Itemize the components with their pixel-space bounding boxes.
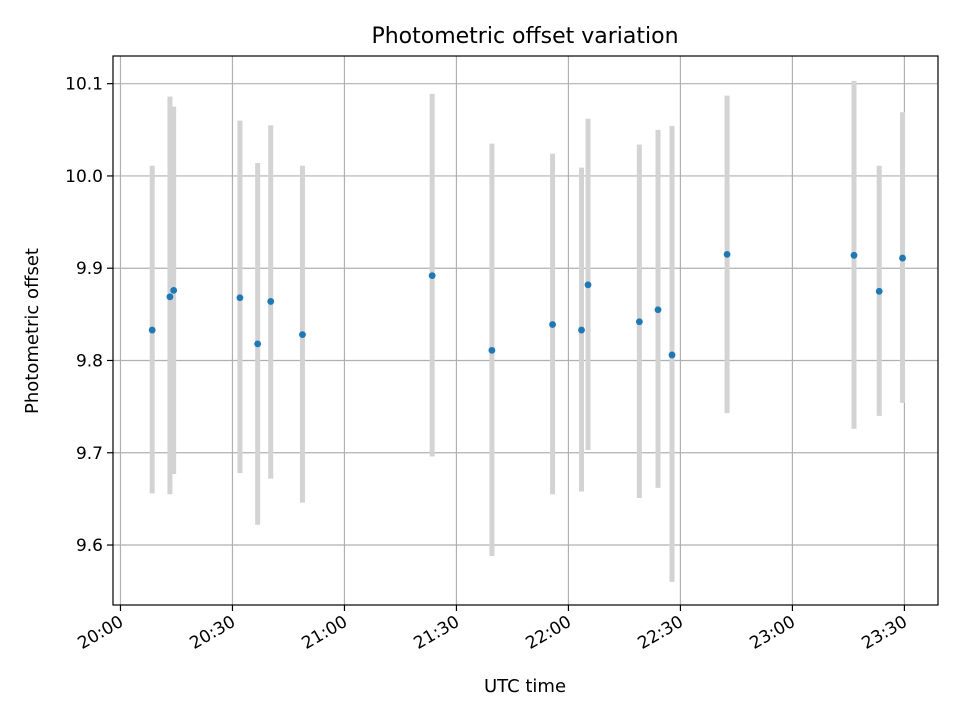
data-point [488, 346, 496, 354]
data-point [299, 331, 306, 339]
data-point [635, 318, 643, 326]
data-point [267, 298, 275, 305]
data-point [170, 286, 178, 294]
data-point [166, 293, 174, 301]
y-tick-label: 9.8 [76, 351, 103, 371]
data-point [578, 326, 585, 334]
data-point [254, 340, 262, 348]
data-points [148, 250, 906, 359]
data-point [584, 281, 592, 289]
data-point [875, 287, 883, 295]
y-axis-label: Photometric offset [22, 248, 43, 414]
plot-frame [112, 55, 939, 606]
data-point [148, 326, 156, 334]
y-tick-label: 9.7 [76, 444, 103, 464]
data-point [668, 351, 676, 359]
y-tick-label: 10.0 [65, 167, 103, 187]
data-point [723, 250, 731, 258]
y-tick-label: 9.9 [76, 259, 103, 279]
y-tick-label: 9.6 [76, 536, 103, 556]
x-axis-label: UTC time [484, 676, 566, 697]
data-point [236, 294, 244, 302]
data-point [428, 272, 436, 279]
y-tick-label: 10.1 [65, 75, 103, 95]
data-point [549, 321, 556, 328]
data-point [654, 306, 662, 314]
chart-title: Photometric offset variation [371, 24, 678, 49]
data-point [899, 254, 906, 262]
data-point [850, 251, 858, 259]
y-axis-ticks: 9.6 9.7 9.8 9.9 10.0 10.1 [65, 75, 113, 556]
